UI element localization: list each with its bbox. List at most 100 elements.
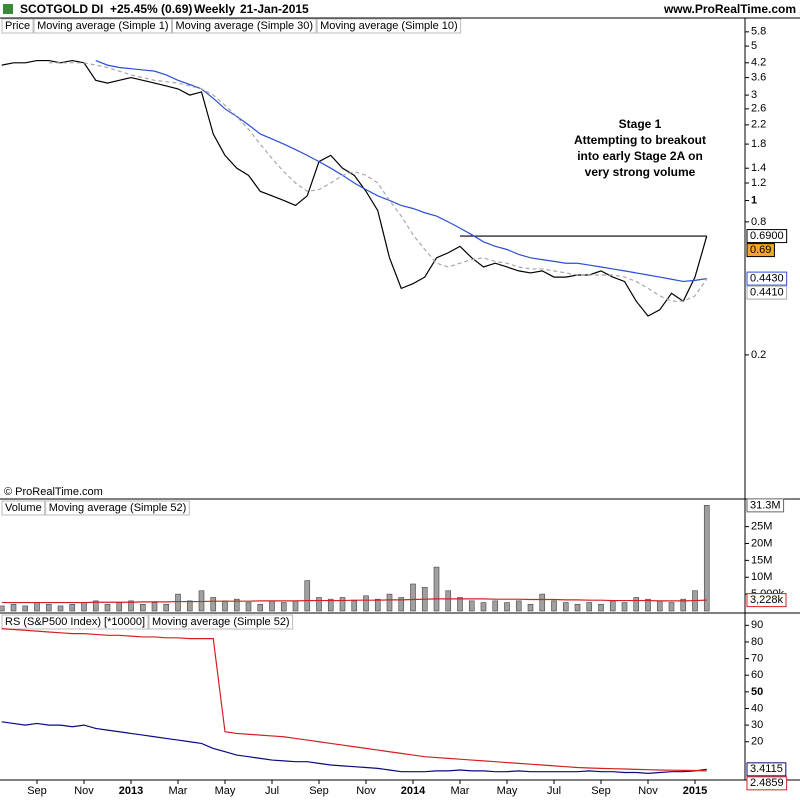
volume-bar — [562, 602, 569, 612]
volume-bar — [586, 602, 593, 612]
volume-bar — [551, 600, 557, 612]
volume-bar — [668, 602, 675, 612]
volume-bar — [656, 600, 663, 612]
value-box — [746, 271, 788, 286]
panel-label: Price — [5, 20, 30, 32]
y-tick-label: 50 — [751, 686, 763, 698]
volume-bar — [645, 598, 651, 612]
volume-bar — [222, 600, 228, 612]
x-tick-label: Sep — [27, 785, 47, 797]
volume-bar — [69, 603, 76, 612]
y-tick-label: 80 — [751, 636, 763, 648]
site: www.ProRealTime.com — [663, 2, 796, 16]
annotation: Stage 1 — [619, 117, 662, 131]
volume-bar — [34, 602, 40, 612]
legend-entry: Moving average (Simple 52) — [49, 502, 187, 514]
volume-bar — [257, 603, 264, 612]
volume-bar — [128, 600, 134, 612]
volume-bar — [0, 605, 5, 612]
y-tick-label: 0.8 — [751, 216, 766, 228]
y-tick-label: 60 — [751, 669, 763, 681]
series-line — [95, 59, 707, 283]
y-tick-label: 10M — [751, 571, 772, 583]
y-tick-label: 5 — [751, 40, 757, 52]
volume-bar — [22, 605, 29, 612]
x-tick-label: Jul — [547, 785, 561, 797]
y-tick-label: 5.8 — [751, 26, 766, 38]
legend-box — [45, 500, 190, 516]
volume-bar — [139, 603, 146, 612]
volume-bar — [598, 603, 604, 612]
annotation: Attempting to breakout — [574, 133, 706, 147]
x-tick-label: Nov — [356, 785, 376, 797]
volume-bar — [10, 603, 17, 612]
series-line — [1, 628, 707, 772]
volume-bar — [492, 600, 499, 612]
legend-entry: Moving average (Simple 30) — [176, 20, 314, 32]
y-tick-label: 3 — [751, 89, 757, 101]
x-tick-label: 2015 — [683, 785, 707, 797]
legend-entry: Moving average (Simple 10) — [320, 20, 458, 32]
legend-box — [1, 614, 149, 630]
x-tick-label: 2013 — [119, 785, 143, 797]
series-line — [1, 721, 707, 774]
volume-bar — [280, 602, 287, 612]
volume-bar — [398, 597, 405, 612]
y-tick-label: 20 — [751, 736, 763, 748]
y-tick-label: 15M — [751, 554, 772, 566]
volume-bar — [609, 600, 616, 612]
volume-bar — [210, 597, 217, 612]
value-box-label: 0.69 — [750, 244, 771, 256]
volume-bar — [233, 598, 240, 612]
legend-box — [172, 18, 317, 34]
annotation: very strong volume — [585, 165, 696, 179]
volume-bar — [327, 598, 334, 612]
legend-box — [33, 18, 173, 34]
volume-bar — [703, 505, 710, 612]
value-box-label: 0.4430 — [750, 273, 784, 285]
legend-entry: Moving average (Simple 52) — [152, 616, 290, 628]
y-tick-label: 1.8 — [751, 138, 766, 150]
volume-bar — [457, 597, 463, 612]
y-tick-label: 4.2 — [751, 57, 766, 69]
legend-box — [1, 18, 34, 34]
x-tick-label: Sep — [309, 785, 329, 797]
y-tick-label: 3.6 — [751, 72, 766, 84]
y-tick-label: 20M — [751, 537, 772, 549]
period: Weekly — [194, 2, 235, 16]
volume-bar — [539, 593, 546, 612]
value-box-label: 0.6900 — [750, 230, 784, 242]
value-box-label: 3,228k — [750, 594, 784, 606]
value-box — [746, 593, 787, 608]
y-tick-label: 0.2 — [751, 349, 766, 361]
volume-bar — [304, 580, 311, 612]
annotation: into early Stage 2A on — [577, 149, 703, 163]
y-tick-label: 1.2 — [751, 177, 766, 189]
value-box-label: 2.4859 — [750, 777, 784, 789]
x-tick-label: Jul — [265, 785, 279, 797]
volume-bar — [116, 602, 123, 612]
legend-entry: RS (S&P500 Index) [*10000] — [5, 616, 145, 628]
y-tick-label: 2.6 — [751, 103, 766, 115]
value-box — [746, 498, 785, 513]
volume-bar — [433, 566, 440, 612]
y-tick-label: 40 — [751, 702, 763, 714]
volume-bar — [104, 603, 111, 612]
value-box — [746, 762, 787, 777]
series-line — [48, 62, 708, 302]
volume-bar — [245, 602, 252, 612]
volume-bar — [316, 597, 322, 612]
volume-bar — [186, 600, 193, 612]
y-tick-label: 70 — [751, 652, 763, 664]
volume-bar — [57, 605, 64, 612]
symbol: SCOTGOLD DI — [20, 2, 103, 16]
x-tick-label: Mar — [451, 785, 470, 797]
value-box — [746, 285, 788, 300]
volume-bar — [515, 600, 522, 612]
legend-box — [148, 614, 294, 630]
volume-bar — [480, 602, 487, 612]
volume-bar — [504, 602, 510, 612]
volume-bar — [269, 600, 275, 612]
